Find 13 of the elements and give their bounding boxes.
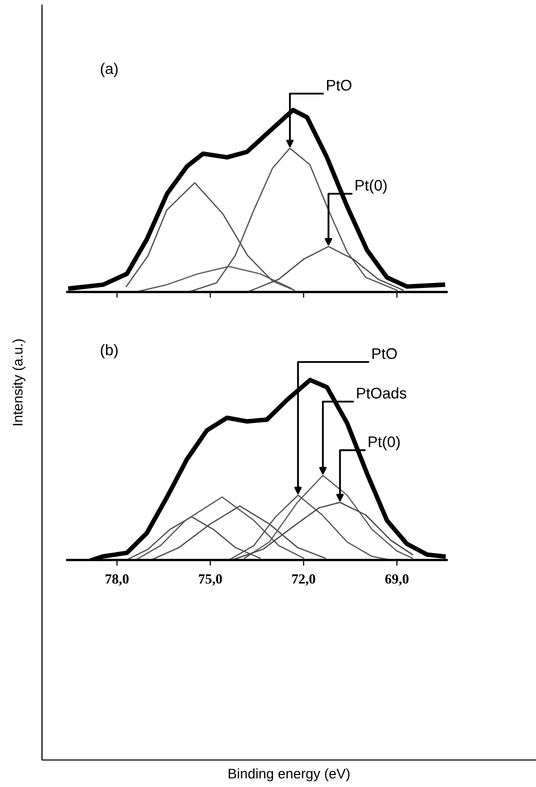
- annotation: PtO: [372, 348, 397, 359]
- annotation: PtOads: [357, 387, 406, 399]
- chart-title: (a): [100, 62, 118, 78]
- x-axis-title: Binding energy (eV): [228, 768, 350, 782]
- x-tick-label: 72,0: [292, 574, 316, 586]
- x-tick-label: 75,0: [198, 574, 222, 586]
- y-axis-title: Intensity (a.u.): [12, 339, 26, 426]
- x-tick-label: 78,0: [106, 574, 129, 586]
- annotation: PtO: [327, 80, 352, 91]
- chart-title: (b): [100, 344, 118, 358]
- annotation: Pt(0): [356, 179, 387, 194]
- annotation: Pt(0): [368, 436, 400, 450]
- x-tick-label: 69,0: [385, 574, 409, 586]
